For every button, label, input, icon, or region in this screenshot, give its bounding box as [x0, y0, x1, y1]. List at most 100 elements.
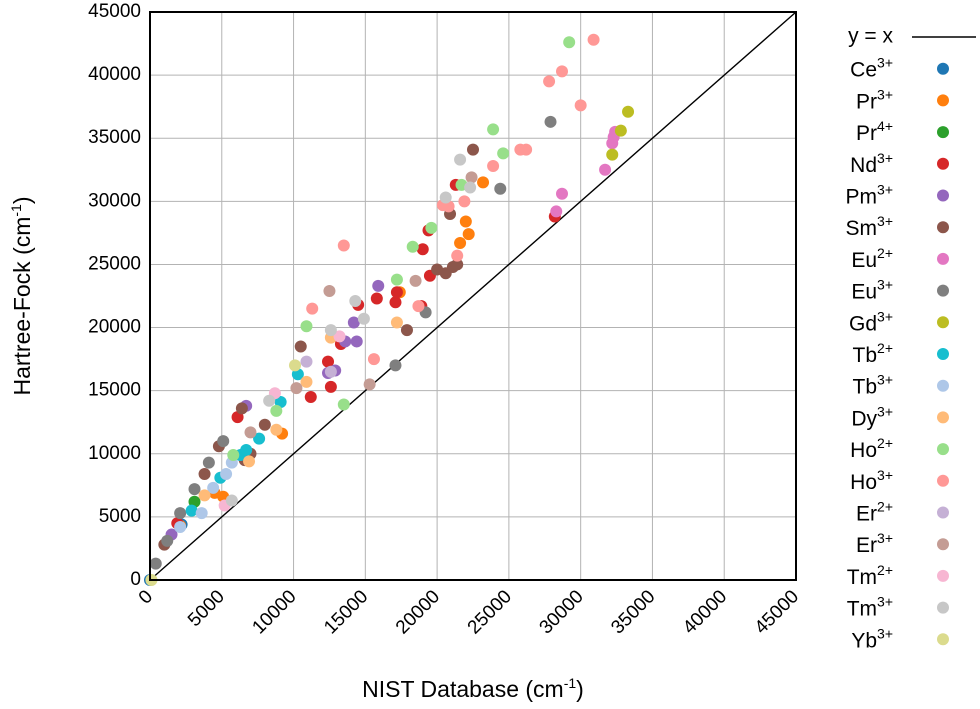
legend-label: Ce3+: [850, 55, 893, 82]
data-point: [300, 355, 313, 368]
data-point: [574, 99, 587, 112]
y-tick-labels: 0 5000 10000 15000 20000 25000 30000 35000 40000…: [88, 1, 141, 590]
data-point: [188, 483, 201, 496]
data-point: [244, 426, 257, 439]
data-point: [258, 418, 271, 431]
data-point: [370, 292, 383, 305]
data-point: [425, 221, 438, 234]
legend-marker: [937, 189, 949, 202]
x-tick-label: 35000: [607, 586, 659, 638]
data-point: [389, 359, 402, 372]
data-point: [337, 239, 350, 252]
data-point: [198, 489, 211, 502]
data-point: [363, 378, 376, 391]
y-tick-label: 45000: [88, 1, 141, 22]
data-point: [333, 330, 346, 343]
legend-label: Sm3+: [846, 213, 893, 240]
data-point: [487, 123, 500, 136]
data-point: [149, 557, 162, 570]
data-point: [406, 240, 419, 253]
legend-label: Ho3+: [850, 467, 893, 494]
data-point: [207, 481, 220, 494]
data-point: [416, 243, 429, 256]
legend-marker: [937, 94, 949, 107]
data-point: [451, 249, 464, 262]
plot-frame: [149, 11, 797, 581]
legend-marker: [937, 379, 949, 392]
x-tick-label: 30000: [536, 586, 588, 638]
data-point: [270, 404, 283, 417]
legend-label: Er3+: [856, 530, 893, 557]
legend-label: Pr4+: [856, 118, 893, 145]
data-point: [323, 284, 336, 297]
legend-marker: [937, 443, 949, 456]
data-point: [217, 435, 230, 448]
data-point: [587, 33, 600, 46]
legend-label: Tb2+: [853, 340, 893, 367]
data-point: [300, 320, 313, 333]
x-tick-label: 10000: [248, 586, 300, 638]
x-tick-label: 25000: [464, 586, 516, 638]
x-tick-label: 45000: [751, 586, 803, 638]
data-point: [390, 286, 403, 299]
reference-line-group: [149, 11, 797, 581]
data-point: [304, 390, 317, 403]
data-point: [389, 296, 402, 309]
legend-marker: [937, 474, 949, 487]
data-point: [556, 65, 569, 78]
data-point: [487, 159, 500, 172]
y-equals-x-line: [149, 11, 797, 581]
data-point: [409, 274, 422, 287]
data-point: [367, 353, 380, 366]
data-point: [467, 143, 479, 156]
data-point: [220, 467, 233, 480]
data-point: [451, 258, 464, 271]
data-point: [622, 105, 635, 118]
legend-marker: [937, 284, 949, 297]
data-point: [372, 279, 385, 292]
data-point: [465, 171, 478, 184]
data-point: [290, 382, 303, 395]
legend-label: Pm3+: [846, 182, 893, 209]
data-point: [270, 423, 283, 436]
data-point: [439, 191, 452, 204]
legend-marker: [937, 126, 949, 139]
legend-marker: [937, 62, 949, 75]
data-point: [454, 153, 467, 166]
legend: y = x Ce3+ Pr3+ Pr4+ Nd3+ Pm3+ Sm3+ Eu2+ Eu3+ Gd3…: [846, 25, 976, 652]
data-point: [161, 534, 174, 547]
data-point: [300, 375, 313, 388]
data-point: [198, 467, 211, 480]
legend-label: Nd3+: [850, 150, 893, 177]
data-point: [543, 75, 556, 88]
legend-marker: [937, 348, 949, 360]
legend-marker: [937, 601, 949, 614]
data-point: [494, 182, 507, 195]
data-point: [227, 449, 240, 462]
data-point: [174, 507, 187, 520]
data-point: [454, 236, 467, 249]
data-point: [544, 115, 557, 128]
data-point: [477, 176, 490, 189]
x-tick-label: 15000: [320, 586, 372, 638]
y-tick-label: 30000: [88, 190, 141, 211]
legend-label: Er2+: [856, 499, 893, 526]
data-points: [144, 33, 635, 586]
data-point: [195, 507, 208, 520]
data-point: [306, 302, 319, 315]
legend-marker: [937, 538, 949, 551]
data-point: [520, 143, 533, 156]
legend-label: Eu2+: [851, 245, 893, 272]
y-axis-label: Hartree-Fock (cm-1): [8, 196, 35, 395]
data-point: [458, 195, 471, 208]
x-tick-label: 40000: [679, 586, 731, 638]
legend-marker: [937, 569, 949, 582]
x-axis-label: NIST Database (cm-1): [362, 675, 584, 702]
data-point: [412, 300, 425, 313]
data-point: [253, 432, 266, 445]
legend-marker: [937, 506, 949, 519]
legend-marker: [937, 411, 949, 424]
data-point: [347, 316, 360, 329]
y-tick-label: 0: [130, 569, 141, 590]
